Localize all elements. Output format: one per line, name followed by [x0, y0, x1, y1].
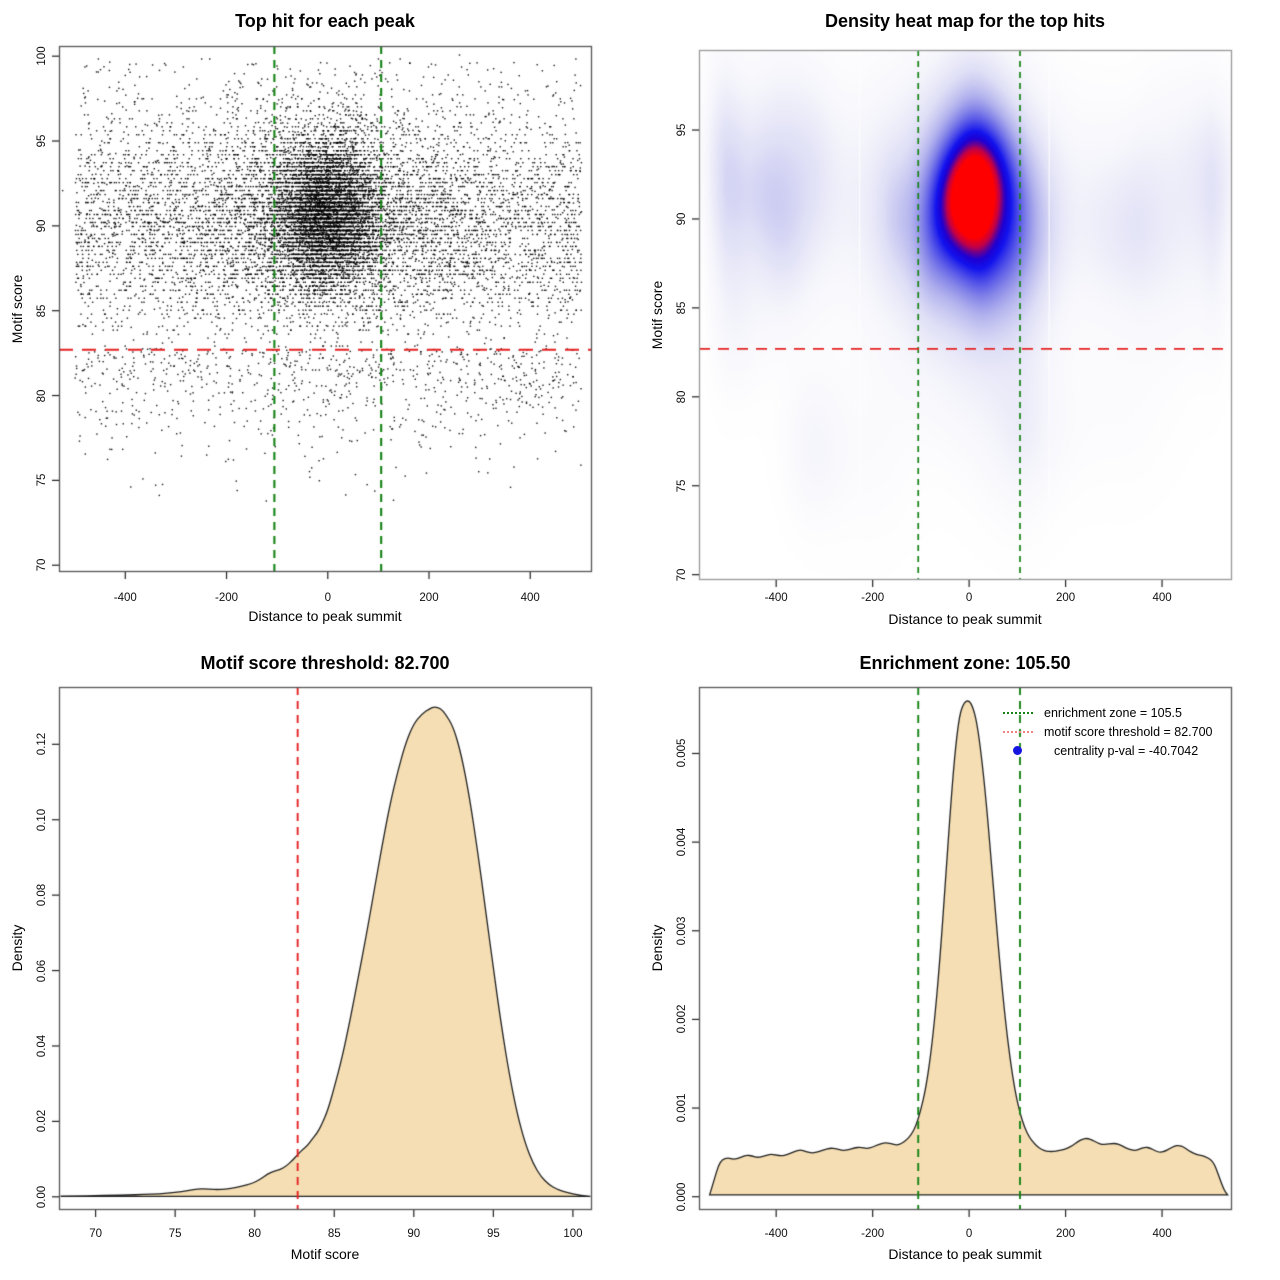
- tick-label: 0.005: [676, 739, 688, 768]
- tick-label: -400: [113, 592, 137, 604]
- tick-label: 0: [965, 592, 973, 604]
- ylabel-scatter: Motif score: [9, 274, 25, 344]
- tick-label: 0.04: [36, 1034, 48, 1058]
- tick-label: 85: [676, 301, 688, 315]
- tick-label: -200: [215, 592, 239, 604]
- tick-label: -200: [861, 592, 885, 604]
- tick-label: 0.08: [36, 883, 48, 907]
- xlabel-score-density: Motif score: [290, 1246, 360, 1262]
- panel-title-score-density: Motif score threshold: 82.700: [200, 653, 450, 673]
- legend-label: enrichment zone = 105.5: [1044, 705, 1182, 720]
- tick-label: 0: [965, 1228, 973, 1240]
- tick-label: 95: [36, 134, 48, 148]
- tick-label: 70: [89, 1228, 102, 1240]
- tick-label: 90: [407, 1228, 421, 1240]
- tick-label: 80: [676, 390, 688, 404]
- tick-label: 0.000: [676, 1182, 688, 1212]
- tick-label: 70: [676, 568, 688, 582]
- tick-label: 75: [168, 1228, 182, 1240]
- tick-label: 90: [36, 219, 48, 233]
- tick-label: 0.001: [676, 1093, 688, 1123]
- tick-label: 95: [486, 1228, 500, 1240]
- legend-item-enrichment-zone: enrichment zone = 105.5: [1003, 703, 1213, 722]
- ylabel-distance-density: Density: [649, 924, 665, 972]
- tick-label: 0: [324, 592, 331, 604]
- panel-title-distance-density: Enrichment zone: 105.50: [859, 653, 1071, 673]
- tick-label: 200: [1055, 592, 1076, 604]
- tick-label: 90: [676, 212, 688, 226]
- blue-dot-icon: [1013, 746, 1022, 755]
- tick-label: 0.10: [36, 808, 48, 831]
- tick-label: 100: [36, 46, 48, 66]
- tick-label: 80: [36, 389, 48, 402]
- tick-label: 200: [419, 592, 439, 604]
- tick-label: 75: [36, 473, 48, 487]
- tick-label: 70: [36, 558, 48, 572]
- legend-item-motif-threshold: motif score threshold = 82.700: [1003, 722, 1213, 741]
- xlabel-distance-density: Distance to peak summit: [888, 1246, 1042, 1262]
- tick-label: 0.00: [36, 1185, 48, 1208]
- tick-label: 85: [327, 1228, 341, 1240]
- panel-title-scatter: Top hit for each peak: [235, 11, 415, 31]
- ylabel-heatmap: Motif score: [649, 280, 665, 350]
- tick-label: 0.02: [36, 1110, 48, 1133]
- tick-label: 0.004: [676, 827, 688, 857]
- tick-label: -400: [764, 1228, 788, 1240]
- red-dotted-line-icon: [1003, 730, 1033, 733]
- tick-label: 75: [676, 479, 688, 493]
- tick-label: 0.003: [676, 916, 688, 946]
- panel-title-heatmap: Density heat map for the top hits: [824, 11, 1106, 31]
- ylabel-score-density: Density: [9, 924, 25, 972]
- tick-label: 200: [1055, 1228, 1076, 1240]
- tick-label: 0.12: [36, 733, 48, 756]
- tick-label: 85: [36, 304, 48, 318]
- tick-label: 0.06: [36, 959, 48, 982]
- tick-label: -200: [861, 1228, 885, 1240]
- green-dotted-line-icon: [1003, 711, 1033, 714]
- tick-label: 400: [520, 592, 540, 604]
- legend: enrichment zone = 105.5 motif score thre…: [1003, 703, 1213, 760]
- tick-label: -400: [764, 592, 788, 604]
- tick-label: 400: [1152, 592, 1172, 604]
- tick-label: 95: [676, 123, 688, 137]
- tick-label: 80: [248, 1228, 262, 1240]
- tick-label: 400: [1152, 1228, 1172, 1240]
- legend-label: centrality p-val = -40.7042: [1054, 743, 1199, 758]
- xlabel-heatmap: Distance to peak summit: [888, 611, 1042, 627]
- xlabel-scatter: Distance to peak summit: [248, 608, 402, 624]
- legend-item-centrality-pval: centrality p-val = -40.7042: [1003, 741, 1213, 760]
- legend-label: motif score threshold = 82.700: [1044, 724, 1213, 739]
- tick-label: 0.002: [676, 1005, 688, 1034]
- tick-label: 100: [563, 1228, 583, 1240]
